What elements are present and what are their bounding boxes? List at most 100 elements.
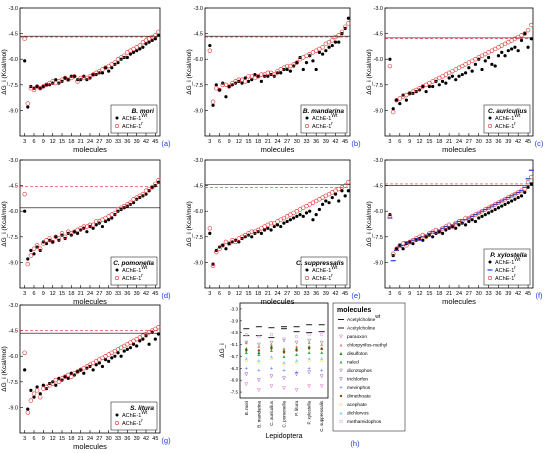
x-tick-label: 45 (525, 291, 531, 297)
legend-label: AChE-1r (312, 121, 333, 130)
data-point (526, 185, 530, 189)
data-point (112, 60, 118, 65)
data-point (144, 42, 148, 46)
data-point (490, 62, 494, 66)
data-point (486, 50, 491, 55)
y-tick-label: -9.0 (9, 108, 18, 114)
data-point (279, 71, 283, 75)
data-point (333, 40, 338, 44)
x-tick-label: 30 (476, 139, 482, 145)
x-tick-label: 33 (115, 291, 121, 297)
data-point (489, 48, 495, 53)
data-point (224, 95, 228, 99)
x-tick-label: 42 (515, 291, 521, 297)
data-point (94, 223, 98, 227)
data-point (38, 86, 42, 90)
data-point (512, 191, 518, 197)
x-tick-label: 6 (32, 436, 35, 442)
data-point (308, 209, 312, 213)
data-point (339, 343, 343, 347)
data-point (330, 43, 334, 48)
data-point (483, 213, 487, 217)
data-point (346, 16, 350, 20)
data-point (387, 214, 393, 219)
x-tick-label: 18 (255, 139, 261, 145)
data-point (431, 84, 435, 89)
data-point (156, 178, 161, 183)
data-point (41, 84, 45, 89)
data-point (269, 366, 273, 370)
x-tick-label: 24 (456, 139, 462, 145)
data-point (492, 46, 498, 52)
legend-marker (115, 116, 119, 120)
data-point (272, 72, 277, 77)
data-point (317, 207, 321, 212)
panel-b: -3.0-4.5-6.0-7.5-9.03 6 9 12 15 18 21 24 27 30 33 3… (186, 6, 361, 154)
species-label: P. xylostella (490, 252, 527, 259)
data-point (72, 230, 77, 234)
x-tick-label: 12 (50, 291, 56, 297)
data-point (256, 378, 261, 383)
y-axis-label: ΔG_i (219, 343, 226, 357)
data-point (391, 107, 395, 111)
x-tick-label: 15 (426, 139, 432, 145)
data-point (103, 219, 108, 224)
data-point (408, 240, 412, 244)
x-tick-label: 42 (332, 139, 338, 145)
x-tick-label: 12 (236, 291, 242, 297)
x-tick-label: 24 (456, 291, 462, 297)
data-point (307, 384, 312, 389)
data-point (41, 383, 45, 387)
data-point (269, 345, 273, 349)
data-point (75, 231, 80, 235)
x-tick-label: 36 (313, 139, 319, 145)
data-point (454, 226, 458, 230)
data-point (150, 185, 155, 190)
data-point (257, 350, 261, 354)
data-point (333, 192, 338, 196)
data-point (417, 234, 422, 240)
data-point (519, 38, 524, 43)
data-point (97, 361, 101, 365)
data-point (513, 45, 517, 49)
legend-label: mevinphos (347, 385, 371, 391)
data-point (282, 376, 286, 381)
y-tick-label: -9.0 (374, 108, 383, 114)
data-point (410, 89, 416, 94)
data-point (324, 199, 328, 203)
data-point (398, 243, 402, 247)
data-point (210, 263, 216, 269)
data-point (50, 239, 55, 245)
x-tick-label: 36 (124, 139, 130, 145)
data-point (54, 383, 58, 387)
x-tick-label: 36 (495, 291, 501, 297)
data-point (128, 346, 133, 350)
data-point (387, 63, 393, 69)
data-point (408, 91, 412, 95)
x-tick-label: 33 (486, 291, 492, 297)
panel-letter: (c) (535, 139, 544, 148)
data-point (480, 214, 484, 218)
x-axis-label: molecules (442, 297, 476, 306)
legend-label: paraoxon (347, 334, 367, 340)
x-tick-label: 3 (388, 291, 391, 297)
data-point (217, 87, 222, 93)
data-point (295, 352, 299, 356)
data-point (141, 45, 145, 49)
data-point (339, 411, 343, 415)
data-point (483, 207, 488, 212)
data-point (131, 50, 136, 54)
data-point (119, 354, 123, 358)
data-point (217, 246, 222, 251)
data-point (463, 62, 468, 67)
data-point (91, 72, 95, 77)
x-tick-label: 3 (23, 139, 26, 145)
x-tick-label: 39 (323, 291, 329, 297)
x-tick-label: 42 (143, 139, 149, 145)
data-point (28, 398, 34, 403)
data-point (427, 231, 432, 236)
data-point (78, 75, 83, 81)
data-point (516, 195, 520, 200)
x-tick-label: 15 (59, 139, 65, 145)
data-point (496, 206, 501, 210)
